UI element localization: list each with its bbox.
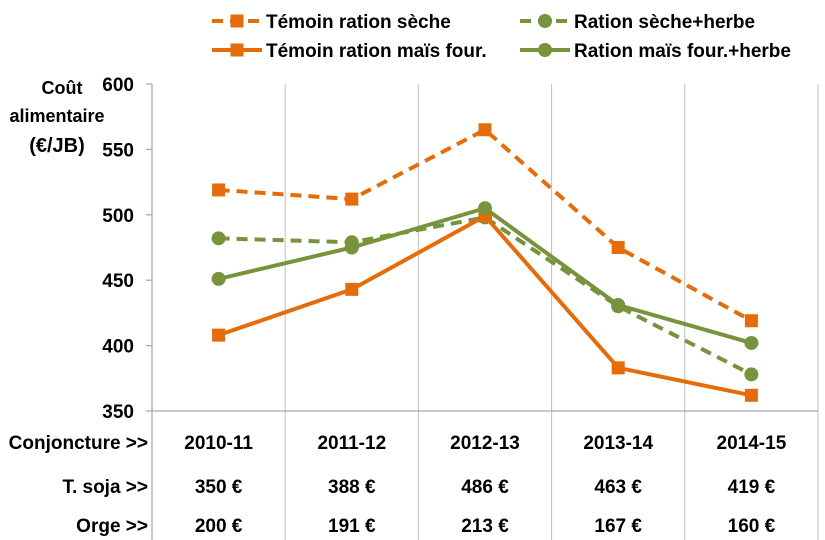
legend: Témoin ration sèche Ration sèche+herbe Tém…: [212, 12, 791, 62]
table-cell: 2010-11: [184, 433, 253, 454]
table-cell: 2014-15: [717, 433, 787, 454]
legend-marker: [230, 14, 244, 28]
series-line: [218, 127, 753, 323]
legend-marker: [538, 43, 552, 57]
series-layer: [211, 123, 759, 402]
data-point: [345, 192, 359, 206]
legend-item: Témoin ration sèche: [212, 12, 451, 33]
legend-label: Ration sèche+herbe: [574, 12, 755, 33]
y-tick-label: 600: [102, 75, 134, 96]
grid-layer: [284, 84, 819, 540]
y-tick-label: 450: [102, 271, 134, 292]
legend-marker: [538, 14, 552, 28]
table-cell: 388 €: [328, 477, 376, 498]
y-tick-label: 550: [102, 140, 134, 161]
y-axis-label-line: (€/JB): [29, 135, 85, 157]
axis-layer: 350 400 450 500 550 600: [102, 75, 818, 540]
data-point: [212, 328, 226, 342]
data-point: [744, 335, 759, 350]
legend-item: Témoin ration maïs four.: [212, 41, 487, 62]
data-point: [478, 123, 492, 137]
data-point: [744, 388, 758, 402]
table-cell: 486 €: [461, 477, 509, 498]
table-cell: 350 €: [195, 477, 243, 498]
data-point: [744, 314, 758, 328]
series-line: [218, 206, 752, 345]
table-cell: 2013-14: [583, 433, 653, 454]
data-point: [211, 271, 226, 286]
y-tick-label: 350: [102, 402, 134, 423]
data-point: [478, 201, 492, 216]
legend-item: Ration sèche+herbe: [520, 12, 755, 33]
data-point: [611, 298, 626, 313]
data-point: [744, 367, 759, 382]
y-tick-label: 400: [102, 337, 134, 358]
data-table: Conjoncture >> 2010-11 2011-12 2012-13 2013-…: [9, 433, 787, 537]
y-tick-label: 500: [102, 206, 134, 227]
table-row-label: T. soja >>: [62, 477, 148, 498]
data-point: [212, 183, 226, 197]
table-cell: 167 €: [594, 516, 642, 537]
legend-label: Témoin ration maïs four.: [266, 41, 487, 62]
table-cell: 2012-13: [450, 433, 520, 454]
legend-item: Ration maïs four.+herbe: [520, 41, 791, 62]
data-point: [345, 282, 359, 296]
y-axis-label-line: Coût: [42, 78, 83, 98]
series-line: [217, 214, 752, 398]
data-point: [211, 231, 226, 246]
table-cell: 200 €: [195, 516, 243, 537]
data-point: [611, 241, 625, 254]
table-cell: 463 €: [594, 477, 642, 498]
table-cell: 213 €: [461, 516, 509, 537]
series-line: [218, 215, 753, 377]
table-cell: 419 €: [728, 477, 776, 498]
table-row-label: Conjoncture >>: [9, 433, 148, 454]
table-cell: 191 €: [328, 516, 376, 537]
y-axis-label: Coût alimentaire (€/JB): [9, 78, 104, 157]
legend-marker: [230, 43, 244, 57]
legend-label: Ration maïs four.+herbe: [574, 41, 791, 62]
data-point: [344, 240, 359, 255]
legend-label: Témoin ration sèche: [266, 12, 451, 33]
table-row-label: Orge >>: [76, 516, 148, 537]
table-cell: 2011-12: [317, 433, 386, 454]
y-axis-label-line: alimentaire: [9, 106, 104, 126]
table-cell: 160 €: [728, 516, 776, 537]
data-point: [611, 361, 625, 375]
